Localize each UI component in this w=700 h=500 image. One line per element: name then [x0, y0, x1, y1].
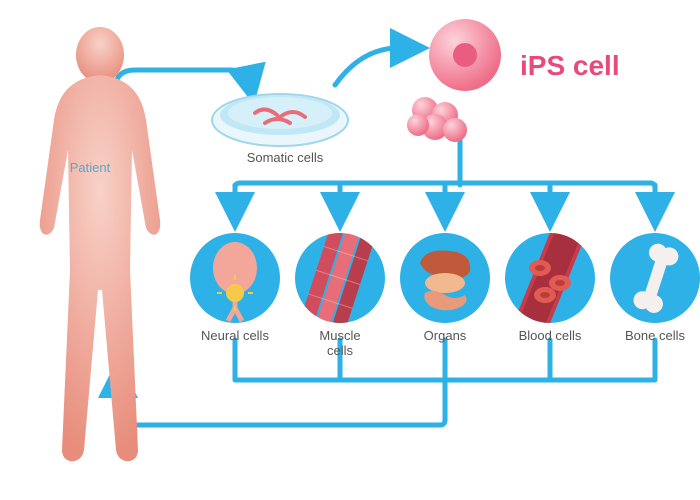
blood-circle: [505, 233, 595, 323]
bone-circle: [610, 233, 700, 323]
organs-label: Organs: [415, 328, 475, 343]
muscle-circle: [295, 233, 385, 323]
ips-title: iPS cell: [520, 50, 620, 82]
neural-label: Neural cells: [200, 328, 270, 343]
organs-circle: [400, 233, 490, 323]
patient-body-icon: [10, 20, 190, 480]
diagram-stage: Patient Somatic cells iPS cell Neural ce…: [0, 0, 700, 500]
neural-circle: [190, 233, 280, 323]
petri-dish-icon: [205, 75, 355, 155]
bone-label: Bone cells: [622, 328, 688, 343]
somatic-label: Somatic cells: [240, 150, 330, 165]
blood-label: Blood cells: [517, 328, 583, 343]
patient-label: Patient: [60, 160, 120, 175]
muscle-label: Muscle cells: [305, 328, 375, 358]
